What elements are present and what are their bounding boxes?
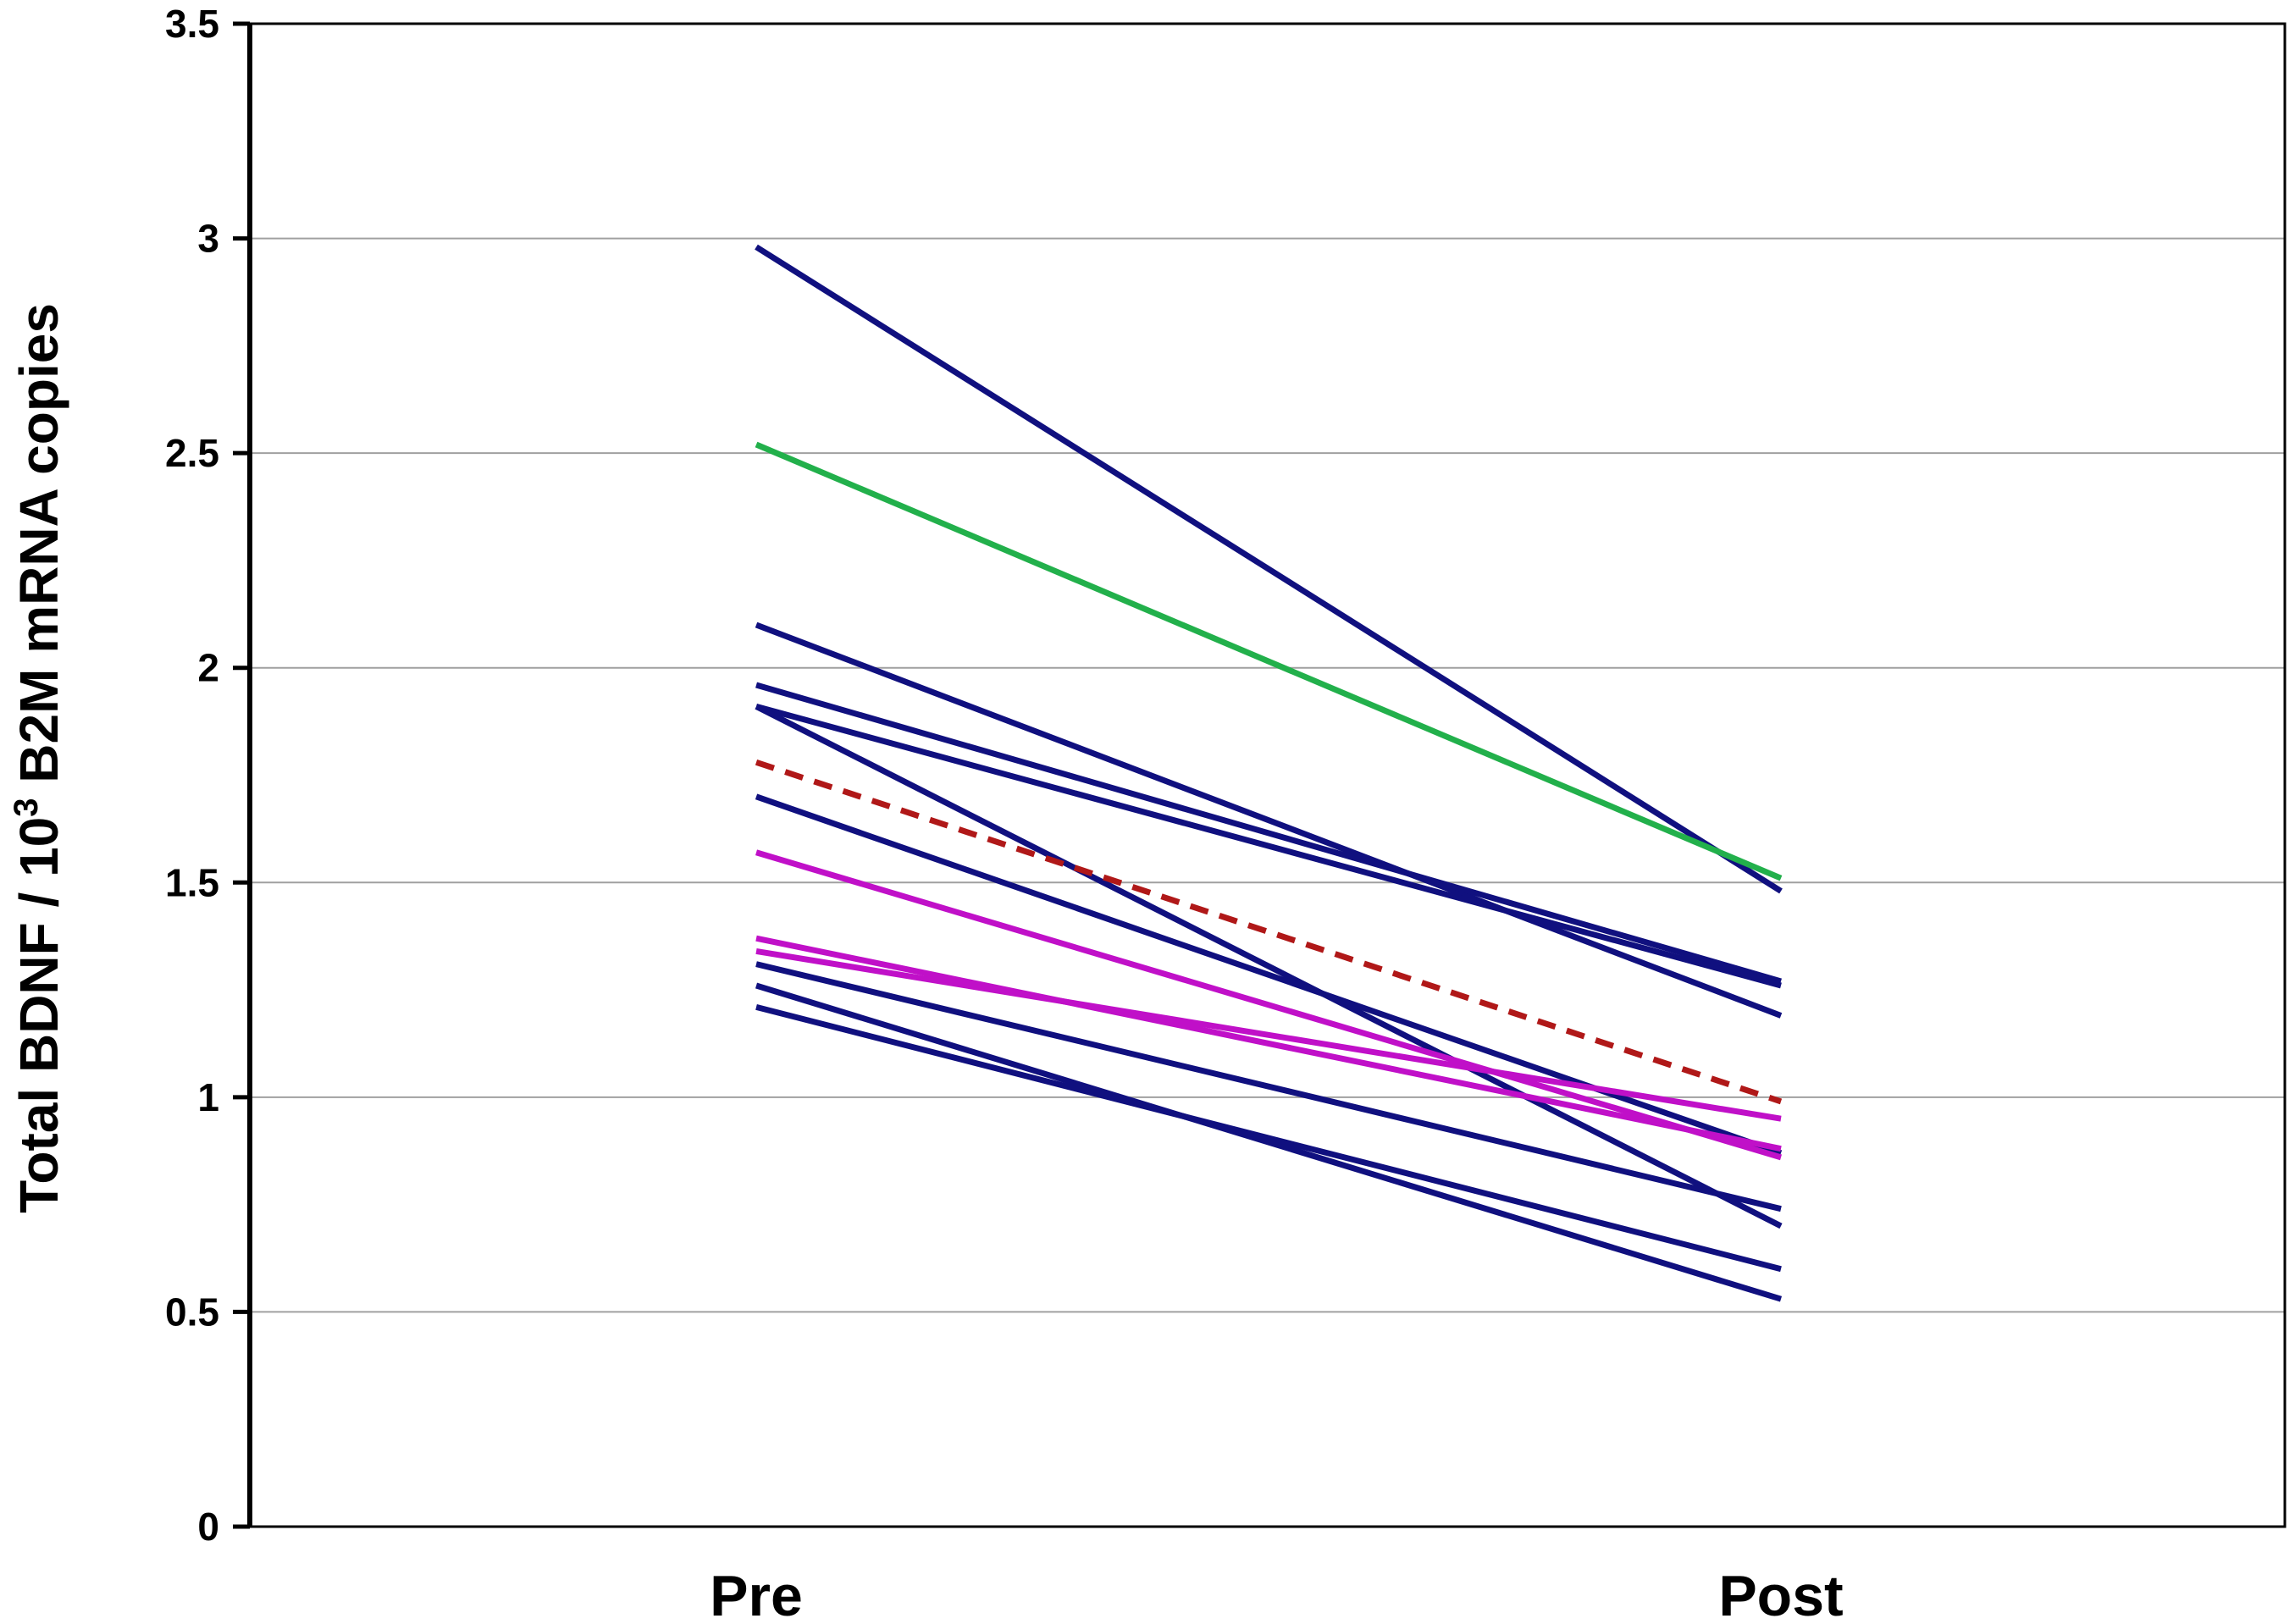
y-axis-title-suffix: B2M mRNA copies	[8, 303, 69, 798]
y-tick-label: 0	[197, 1505, 219, 1549]
series-lines	[755, 244, 1783, 1302]
gridlines	[250, 237, 2285, 1313]
series-line-9	[755, 849, 1782, 1161]
series-line-2	[755, 441, 1783, 881]
series-line-14	[755, 1003, 1782, 1273]
y-tick-label: 2.5	[165, 431, 219, 475]
series-line-10	[755, 935, 1782, 1152]
y-tick-label: 1.5	[165, 860, 219, 904]
y-tick-label: 2	[197, 646, 219, 690]
y-axis-title-prefix: Total BDNF / 10	[8, 817, 69, 1213]
series-line-1	[755, 244, 1783, 894]
series-line-5	[755, 703, 1782, 989]
series-line-13	[755, 982, 1783, 1302]
x-category-label: Post	[1718, 1564, 1843, 1624]
series-line-3	[755, 621, 1783, 1019]
series-line-12	[755, 961, 1782, 1212]
series-line-6	[755, 704, 1783, 1229]
series-line-11	[755, 947, 1782, 1122]
x-category-label: Pre	[710, 1564, 803, 1624]
y-axis-ticks: 0 0.5 1 1.5 2 2.5 3 3.5	[165, 2, 250, 1549]
plot-frame	[248, 22, 2287, 1528]
y-tick-label: 3	[197, 217, 219, 261]
series-line-4	[755, 682, 1782, 985]
y-axis-title-superscript: 3	[8, 798, 45, 816]
y-tick-label: 0.5	[165, 1290, 219, 1334]
x-axis-categories: Pre Post	[710, 1564, 1844, 1624]
y-axis-title: Total BDNF / 103 B2M mRNA copies	[8, 303, 69, 1213]
series-line-7	[755, 759, 1783, 1105]
y-tick-label: 1	[197, 1075, 219, 1119]
y-tick-label: 3.5	[165, 2, 219, 46]
